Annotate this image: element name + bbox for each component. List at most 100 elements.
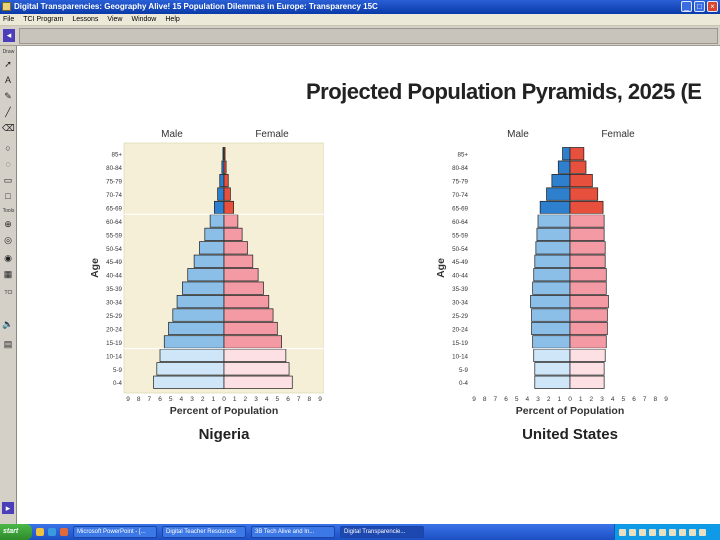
x-tick-label: 6 [158, 396, 162, 403]
tray-icon[interactable] [639, 528, 646, 536]
bar-female [569, 281, 607, 295]
media-icon[interactable] [60, 528, 68, 536]
taskbar-item-digital-transparencies[interactable]: Digital Transparencie... [340, 526, 424, 538]
menu-tci-program[interactable]: TCI Program [23, 16, 64, 23]
menu-window[interactable]: Window [131, 16, 157, 23]
shade-icon[interactable]: ▦ [3, 269, 13, 279]
bar-male [551, 174, 571, 188]
y-axis-label: Age [435, 258, 447, 278]
tool-palette: Draw ➚ A ✎ ╱ ⌫ ○ ◌ ▭ □ Tools ⊕ ◎ ◉ ▦ TCI… [0, 46, 17, 524]
bar-female [569, 308, 608, 322]
x-tick-label: 2 [201, 396, 205, 403]
bar-female [569, 375, 605, 389]
bar-male [531, 321, 571, 336]
bar-female [569, 295, 609, 309]
pen-icon[interactable]: ✎ [4, 91, 12, 101]
pyramid-svg: Male Female 0-4 5-9 10-14 15-19 20-24 25-29 30-3… [89, 129, 324, 443]
age-tick-label: 45-49 [106, 259, 122, 266]
taskbar: start Microsoft PowerPoint - [... Digita… [0, 524, 720, 540]
tray-icon[interactable] [649, 528, 656, 536]
square-icon[interactable]: □ [5, 191, 11, 201]
spotlight-icon[interactable]: ◎ [4, 235, 12, 245]
rectangle-icon[interactable]: ▭ [3, 175, 13, 185]
age-tick-label: 85+ [112, 152, 123, 159]
bar-female [569, 147, 585, 161]
palette-expand-icon[interactable]: ▸ [2, 502, 14, 514]
bar-male [159, 348, 225, 362]
taskbar-item-powerpoint[interactable]: Microsoft PowerPoint - [... [73, 526, 157, 538]
bar-female [569, 227, 605, 241]
line-icon[interactable]: ╱ [5, 107, 11, 117]
close-button[interactable]: × [707, 1, 718, 12]
audio-icon[interactable]: 🔈 [2, 319, 14, 329]
eye-icon[interactable]: ◉ [4, 253, 12, 263]
title-bar[interactable]: Digital Transparencies: Geography Alive!… [0, 0, 720, 14]
pointer-icon[interactable]: ➚ [4, 59, 12, 69]
age-tick-label: 50-54 [452, 246, 468, 253]
tray-icon[interactable] [679, 528, 686, 536]
menu-lessons[interactable]: Lessons [72, 16, 99, 23]
minimize-button[interactable]: _ [681, 1, 692, 12]
age-tick-label: 55-59 [452, 232, 468, 239]
clipboard-icon[interactable]: ▤ [3, 339, 13, 349]
bar-male [539, 200, 571, 215]
text-icon[interactable]: A [4, 75, 11, 85]
bar-female [223, 308, 274, 322]
bar-male [533, 268, 571, 282]
age-tick-label: 70-74 [452, 192, 468, 199]
y-axis-label: Age [89, 258, 101, 278]
menu-view[interactable]: View [107, 16, 123, 23]
bar-male [176, 295, 225, 309]
toolbar-toggle-icon[interactable]: ◂ [3, 29, 15, 42]
taskbar-item-teacher-resources[interactable]: Digital Teacher Resources [162, 526, 246, 538]
menu-help[interactable]: Help [165, 16, 180, 23]
tray-icon[interactable] [669, 528, 676, 536]
age-tick-label: 15-19 [452, 340, 468, 347]
zoom-icon[interactable]: ⊕ [4, 219, 12, 229]
tray-icon[interactable] [659, 528, 666, 536]
bar-female [569, 241, 606, 255]
bar-male [219, 174, 225, 188]
age-tick-label: 80-84 [452, 165, 468, 172]
x-tick-label: 5 [169, 396, 173, 403]
x-tick-label: 3 [190, 396, 194, 403]
age-tick-label: 5-9 [113, 367, 123, 374]
bar-female [569, 160, 587, 174]
slide-canvas: Projected Population Pyramids, 2025 (E M… [18, 47, 720, 523]
bar-female [569, 335, 607, 349]
menu-bar: File TCI Program Lessons View Window Hel… [0, 14, 720, 26]
eraser-icon[interactable]: ⌫ [2, 123, 15, 133]
age-tick-label: 40-44 [106, 273, 122, 280]
bar-male [532, 281, 571, 295]
circle-icon[interactable]: ○ [5, 143, 11, 153]
start-button[interactable]: start [0, 524, 32, 540]
browser-icon[interactable] [48, 528, 56, 536]
bar-female [569, 200, 604, 215]
x-tick-label: 0 [568, 396, 572, 403]
menu-file[interactable]: File [3, 16, 15, 23]
maximize-button[interactable]: □ [694, 1, 705, 12]
x-tick-label: 6 [286, 396, 290, 403]
palette-label-tci: TCI [4, 290, 13, 296]
tray-icon[interactable] [699, 528, 706, 536]
age-tick-label: 10-14 [452, 353, 468, 360]
lasso-icon[interactable]: ◌ [5, 159, 11, 169]
age-tick-label: 45-49 [452, 259, 468, 266]
bar-male [172, 308, 225, 322]
taskbar-item-tech-alive[interactable]: 3B Tech Alive and In... [251, 526, 335, 538]
bar-male [199, 241, 225, 255]
tray-icon[interactable] [629, 528, 636, 536]
x-tick-label: 0 [222, 396, 226, 403]
bar-female [223, 375, 293, 389]
tray-icon[interactable] [619, 528, 626, 536]
bar-male [156, 362, 225, 376]
age-tick-label: 85+ [458, 152, 469, 159]
x-tick-label: 2 [244, 396, 248, 403]
age-tick-label: 55-59 [106, 232, 122, 239]
tray-icon[interactable] [689, 528, 696, 536]
bar-male [534, 362, 571, 376]
x-tick-label: 8 [654, 396, 658, 403]
quick-launch-icon[interactable] [36, 528, 44, 536]
x-tick-label: 2 [590, 396, 594, 403]
x-tick-label: 5 [276, 396, 280, 403]
